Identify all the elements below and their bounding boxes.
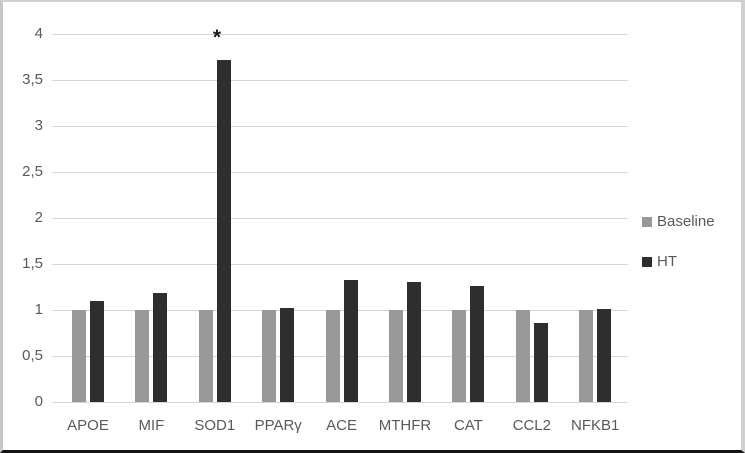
x-axis-label: PPARγ — [254, 417, 302, 434]
bar-baseline-nfkb1 — [579, 310, 594, 402]
bar-baseline-ccl2 — [515, 310, 530, 402]
bar-baseline-cat — [452, 310, 467, 402]
significance-asterisk: * — [212, 26, 222, 49]
y-tick-label: 0 — [34, 393, 43, 410]
bar-baseline-mif — [135, 310, 150, 402]
x-axis-label: SOD1 — [194, 417, 236, 434]
y-grid-line — [52, 264, 628, 265]
x-axis-label: MIF — [138, 417, 165, 434]
legend-item-ht: HT — [642, 253, 677, 270]
y-grid-line — [52, 310, 628, 311]
legend-label-baseline: Baseline — [657, 213, 715, 230]
x-axis-label: ACE — [326, 417, 358, 434]
y-tick-label: 2,5 — [22, 163, 43, 180]
bar-baseline-pparγ — [262, 310, 277, 402]
chart-area: 4 3,5 3 2,5 2 1,5 1 0,5 0 APOE MIF SOD1 PPARγ ACE MTHF… — [3, 2, 741, 450]
legend-swatch-ht — [642, 256, 652, 267]
legend-item-baseline: Baseline — [642, 213, 715, 230]
bar-ht-nfkb1 — [597, 309, 612, 402]
y-tick-label: 3,5 — [22, 71, 43, 88]
y-tick-label: 3 — [34, 117, 43, 134]
bar-ht-apoe — [90, 300, 104, 402]
x-axis-label: CAT — [453, 417, 483, 434]
y-grid-line — [52, 172, 628, 173]
legend-swatch-baseline — [642, 216, 652, 227]
y-grid-line — [52, 34, 628, 35]
bar-ht-sod1 — [216, 59, 231, 402]
legend-label-ht: HT — [657, 253, 677, 270]
y-tick-label: 1 — [34, 301, 43, 318]
bar-ht-ace — [343, 279, 358, 402]
bar-baseline-mthfr — [389, 310, 403, 402]
bar-ht-mif — [153, 292, 168, 402]
bar-baseline-sod1 — [198, 310, 213, 402]
x-axis-label: CCL2 — [512, 417, 551, 434]
bar-ht-cat — [470, 286, 485, 402]
x-axis-label: MTHFR — [378, 417, 432, 434]
y-tick-label: 4 — [34, 25, 43, 42]
y-grid-line — [52, 80, 628, 81]
bar-ht-ccl2 — [533, 322, 548, 402]
bar-ht-mthfr — [407, 282, 421, 402]
x-axis-label: APOE — [67, 417, 109, 434]
y-grid-line — [52, 126, 628, 127]
y-tick-label: 1,5 — [22, 255, 43, 272]
x-axis-label: NFKB1 — [571, 417, 620, 434]
y-tick-label: 0,5 — [22, 347, 43, 364]
bar-baseline-apoe — [72, 310, 86, 402]
bar-ht-pparγ — [280, 308, 295, 402]
y-grid-line — [52, 402, 628, 403]
y-grid-line — [52, 356, 628, 357]
bar-baseline-ace — [325, 310, 340, 402]
y-grid-line — [52, 218, 628, 219]
y-tick-label: 2 — [34, 209, 43, 226]
